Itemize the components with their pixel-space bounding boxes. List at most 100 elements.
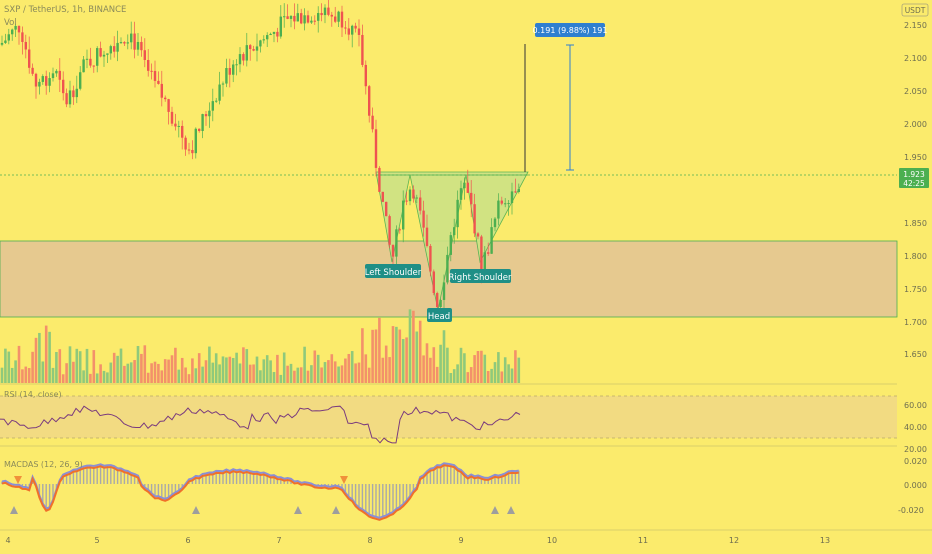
- candle-body: [300, 13, 303, 24]
- volume-bar: [204, 360, 208, 383]
- candle-body: [337, 11, 340, 22]
- candle-body: [221, 83, 225, 85]
- volume-bar: [221, 356, 225, 383]
- volume-bar: [157, 363, 160, 383]
- volume-bar: [252, 364, 255, 383]
- currency-badge[interactable]: [901, 3, 929, 17]
- rsi-line: [0, 405, 521, 444]
- volume-bar: [514, 350, 517, 383]
- volume-bar: [10, 367, 14, 383]
- time-tick-label: 7: [276, 536, 281, 545]
- volume-bar: [493, 362, 497, 383]
- candle-body: [17, 25, 21, 33]
- candle-body: [364, 64, 367, 87]
- volume-bar: [242, 347, 245, 383]
- volume-bar: [163, 359, 167, 383]
- volume-bar: [415, 331, 419, 383]
- candle-body: [235, 64, 238, 66]
- rsi-band: [0, 396, 897, 438]
- candle-body: [187, 149, 191, 151]
- volume-bar: [167, 359, 170, 383]
- volume-bar: [276, 354, 279, 383]
- candle-body: [422, 210, 425, 228]
- volume-bar: [89, 373, 92, 383]
- right-shoulder-label: Right Shoulder: [449, 273, 512, 283]
- volume-bar: [187, 374, 191, 383]
- right-shoulder-box: [450, 269, 511, 283]
- symbol-title[interactable]: SXP / TetherUS, 1h, BINANCE: [4, 5, 126, 15]
- candle-body: [334, 16, 337, 22]
- candle-body: [99, 48, 102, 57]
- candle-body: [123, 42, 126, 44]
- candle-body: [21, 32, 24, 42]
- candle-body: [398, 229, 401, 231]
- candle-body: [170, 111, 174, 124]
- candle-body: [476, 233, 480, 237]
- candle-body: [310, 20, 313, 23]
- volume-bar: [58, 349, 62, 383]
- candle-body: [14, 25, 17, 30]
- price-tick-label: 2.000: [904, 120, 927, 129]
- candle-body: [303, 15, 306, 24]
- candle-body: [357, 28, 361, 35]
- candle-body: [68, 90, 72, 105]
- rsi-title[interactable]: RSI (14, close): [4, 390, 62, 399]
- candle-body: [266, 35, 269, 40]
- candle-body: [259, 40, 262, 47]
- candle-body: [201, 114, 204, 132]
- volume-bar: [255, 356, 259, 383]
- volume-bar: [344, 358, 347, 383]
- macd-down-marker: [340, 476, 348, 484]
- candle-body: [320, 13, 323, 16]
- candle-body: [330, 14, 333, 17]
- candle-body: [130, 33, 133, 43]
- volume-bar: [361, 328, 364, 383]
- volume-bar: [140, 353, 143, 383]
- macd-up-marker: [507, 506, 515, 514]
- price-axis[interactable]: 2.150 2.100 2.050 2.000 1.950 1.850 1.80…: [904, 21, 927, 359]
- volume-bar: [41, 361, 45, 383]
- volume-bar: [269, 360, 272, 383]
- volume-bar: [398, 329, 402, 383]
- volume-bar: [296, 367, 300, 383]
- volume-bar: [364, 354, 368, 383]
- candle-body: [0, 42, 4, 45]
- candle-body: [500, 200, 503, 204]
- volume-bar: [510, 368, 514, 383]
- volume-bar: [112, 352, 116, 383]
- candle-body: [286, 16, 289, 19]
- candle-body: [28, 49, 31, 68]
- candle-body: [48, 78, 51, 86]
- candle-body: [211, 101, 214, 111]
- volume-bar: [146, 372, 150, 383]
- volume-bar: [449, 373, 453, 383]
- volume-bar: [327, 360, 330, 383]
- volume-bar: [201, 366, 204, 383]
- macd-title[interactable]: MACDAS (12, 26, 9): [4, 460, 83, 469]
- candle-body: [480, 236, 483, 273]
- rsi-tick-label: 40.00: [904, 423, 927, 432]
- volume-bar: [405, 337, 408, 383]
- head-label: Head: [428, 312, 450, 322]
- volume-bar: [85, 348, 89, 383]
- rsi-axis: 60.00 40.00 20.00: [904, 401, 927, 454]
- volume-bar: [388, 357, 391, 383]
- candle-body: [306, 15, 310, 23]
- volume-bar: [456, 364, 459, 383]
- candle-body: [368, 86, 371, 116]
- candle-body: [147, 59, 150, 71]
- volume-bar: [95, 373, 99, 383]
- candle-body: [456, 199, 459, 228]
- volume-bar: [136, 345, 140, 383]
- candle-body: [493, 218, 497, 228]
- macd-up-marker: [332, 506, 340, 514]
- volume-bar: [55, 352, 58, 383]
- volume-bar: [150, 363, 153, 383]
- time-tick-label: 6: [185, 536, 190, 545]
- volume-bar: [439, 344, 442, 383]
- measure-label-box: [535, 23, 605, 37]
- time-axis[interactable]: 4 5 6 7 8 9 10 11 12 13: [5, 536, 830, 545]
- volume-bar: [92, 350, 96, 383]
- volume-bar: [306, 370, 310, 383]
